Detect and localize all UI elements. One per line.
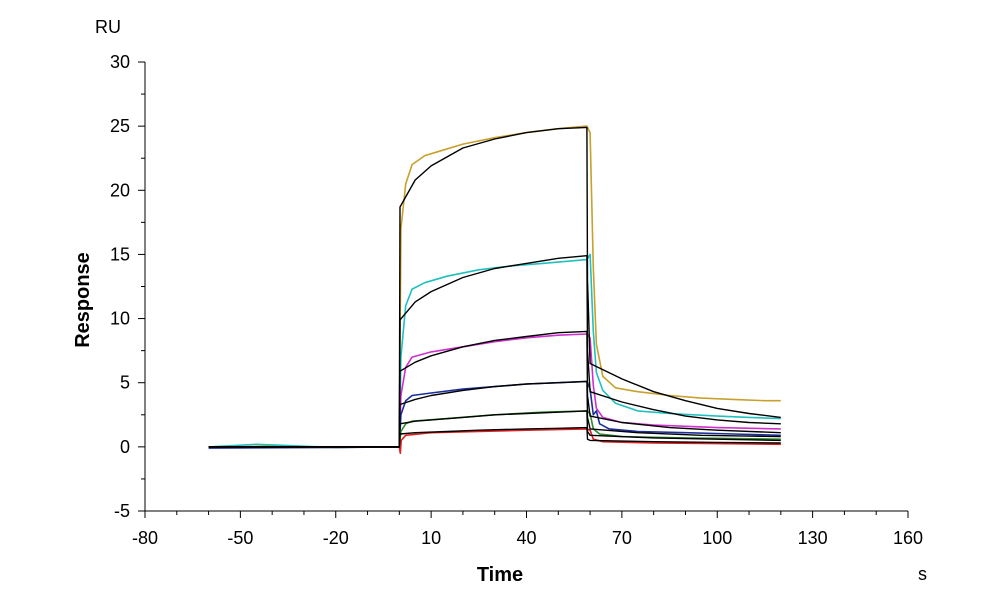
fit-curve-4	[208, 380, 781, 448]
x-tick-label: 70	[612, 528, 632, 548]
y-tick-label: 5	[120, 373, 130, 393]
response-curve-6	[208, 428, 781, 455]
x-tick-label: 40	[516, 528, 536, 548]
x-tick-label: 160	[893, 528, 923, 548]
y-tick-label: 20	[110, 180, 130, 200]
x-tick-label: -80	[132, 528, 158, 548]
x-axis-title: Time	[477, 564, 523, 586]
x-tick-label: 100	[702, 528, 732, 548]
y-axis-title: Response	[72, 252, 94, 348]
x-tick-label: -20	[323, 528, 349, 548]
response-curve-2	[208, 253, 781, 449]
y-tick-label: 30	[110, 52, 130, 72]
y-axis-unit: RU	[95, 17, 121, 37]
response-curve-1	[208, 125, 781, 449]
fit-curve-2	[208, 255, 781, 448]
y-tick-label: 25	[110, 116, 130, 136]
x-axis-unit: s	[918, 564, 927, 584]
y-tick-label: 15	[110, 244, 130, 264]
y-tick-label: 0	[120, 437, 130, 457]
fit-curve-5	[208, 410, 781, 448]
series-layer	[208, 125, 781, 455]
x-tick-label: -50	[227, 528, 253, 548]
fit-curve-6	[208, 426, 781, 448]
y-tick-label: -5	[114, 501, 130, 521]
y-tick-label: 10	[110, 309, 130, 329]
x-tick-label: 130	[798, 528, 828, 548]
x-tick-label: 10	[421, 528, 441, 548]
fit-curve-1	[208, 126, 781, 448]
fit-curve-3	[208, 330, 781, 448]
